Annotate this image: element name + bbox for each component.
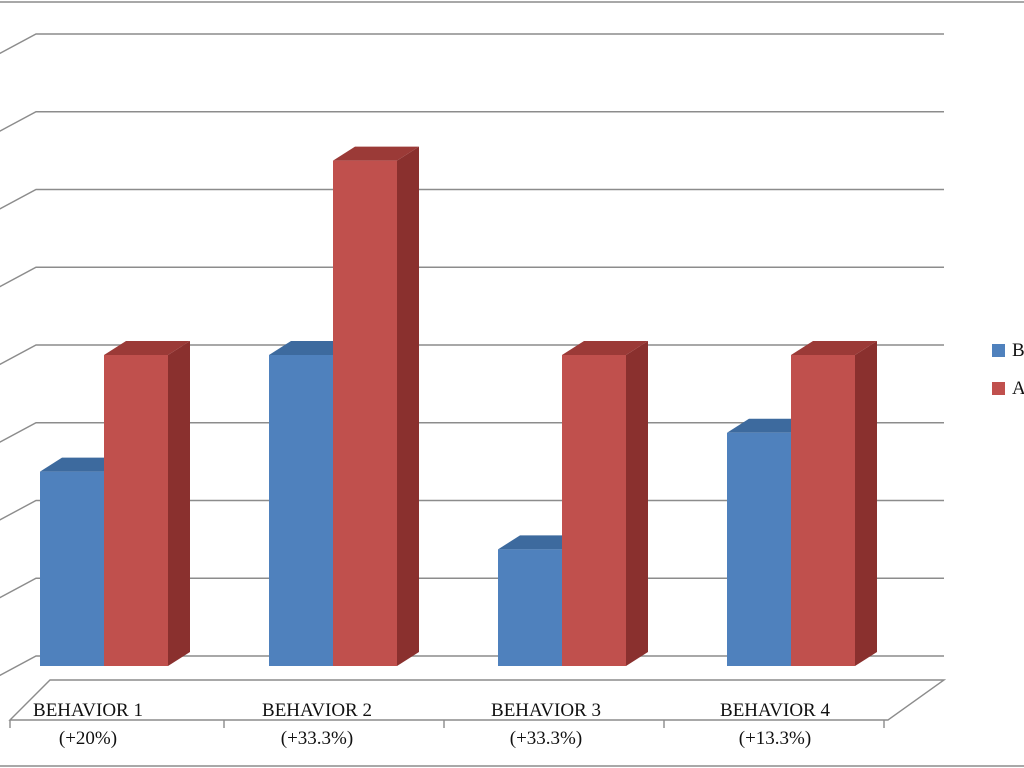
bar-top: [562, 341, 648, 355]
gridline: [0, 111, 944, 132]
category-change-label: (+13.3%): [739, 728, 811, 749]
legend-label: B: [1012, 340, 1024, 361]
category-change-label: (+20%): [59, 728, 117, 749]
bar-a-1: [104, 341, 190, 666]
legend-label: A: [1012, 378, 1024, 399]
bar-side: [626, 341, 648, 666]
bar-top: [333, 146, 419, 161]
legend-swatch: [992, 382, 1005, 395]
floor-plane: [8, 679, 947, 721]
category-label: BEHAVIOR 1: [33, 700, 143, 721]
bar-front: [104, 355, 168, 666]
legend-swatch: [992, 344, 1005, 357]
gridline: [0, 188, 944, 210]
bar-a-2: [333, 146, 419, 666]
bar-a-3: [562, 341, 648, 666]
bar-front: [562, 355, 626, 666]
bar-front: [498, 549, 562, 666]
bar-top: [791, 341, 877, 355]
bar-a-4: [791, 341, 877, 666]
category-labels: BEHAVIOR 1 (+20%) BEHAVIOR 2 (+33.3%) BEHAVI…: [33, 700, 830, 749]
bar-front: [40, 471, 104, 666]
bars: [40, 146, 877, 666]
bar-top: [104, 341, 190, 355]
category-change-label: (+33.3%): [281, 728, 353, 749]
bar-side: [397, 146, 419, 666]
legend: BA: [992, 340, 1024, 399]
category-change-label: (+33.3%): [510, 728, 582, 749]
gridline: [0, 266, 944, 288]
bar-front: [269, 355, 333, 666]
category-label: BEHAVIOR 2: [262, 700, 372, 721]
category-label: BEHAVIOR 3: [491, 700, 601, 721]
gridline: [0, 33, 944, 55]
bar-side: [168, 341, 190, 666]
category-label: BEHAVIOR 4: [720, 700, 830, 721]
bar-front: [727, 432, 791, 666]
bar-front: [333, 160, 397, 666]
bar-front: [791, 355, 855, 666]
chart-floor: [8, 679, 947, 728]
bar-side: [855, 341, 877, 666]
